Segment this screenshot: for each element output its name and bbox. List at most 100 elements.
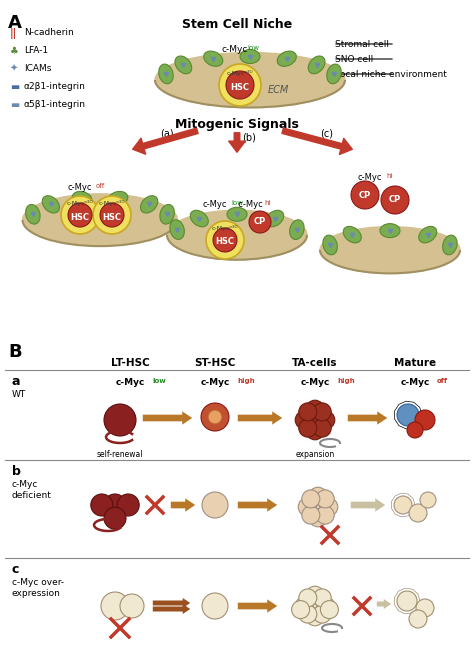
Circle shape xyxy=(381,186,409,214)
Circle shape xyxy=(316,490,334,508)
Text: (c): (c) xyxy=(320,128,333,138)
Text: hi: hi xyxy=(386,173,392,179)
Ellipse shape xyxy=(343,226,361,243)
Circle shape xyxy=(313,589,331,607)
Circle shape xyxy=(309,487,327,505)
Circle shape xyxy=(208,410,222,424)
Circle shape xyxy=(299,403,317,421)
Circle shape xyxy=(302,506,320,524)
Ellipse shape xyxy=(327,64,341,84)
Text: (b): (b) xyxy=(242,133,256,143)
Ellipse shape xyxy=(160,205,174,224)
Text: off: off xyxy=(96,183,105,189)
Circle shape xyxy=(306,608,324,626)
Circle shape xyxy=(292,601,310,619)
Ellipse shape xyxy=(277,51,296,66)
Circle shape xyxy=(299,605,317,623)
Text: off: off xyxy=(437,378,448,384)
Circle shape xyxy=(306,421,324,440)
Text: Stem Cell Niche: Stem Cell Niche xyxy=(182,18,292,31)
Circle shape xyxy=(104,507,126,529)
Text: c-Myc over-
expression: c-Myc over- expression xyxy=(12,578,64,598)
Text: ECM: ECM xyxy=(267,85,289,95)
Ellipse shape xyxy=(323,235,337,255)
Text: high: high xyxy=(337,378,355,384)
Text: c-Myc: c-Myc xyxy=(358,173,382,182)
Circle shape xyxy=(100,203,124,227)
Circle shape xyxy=(320,498,338,516)
Text: TA-cells: TA-cells xyxy=(292,358,338,368)
Text: CP: CP xyxy=(389,195,401,205)
Text: CP: CP xyxy=(359,191,371,199)
Text: (a): (a) xyxy=(160,128,173,138)
Circle shape xyxy=(394,496,412,514)
Text: ▬: ▬ xyxy=(10,100,19,110)
Circle shape xyxy=(306,400,324,418)
Text: α5β1-integrin: α5β1-integrin xyxy=(24,100,86,109)
Text: low: low xyxy=(247,45,259,51)
Text: ✦: ✦ xyxy=(10,64,18,74)
Circle shape xyxy=(309,498,327,516)
Text: SNO cell: SNO cell xyxy=(335,55,373,64)
Ellipse shape xyxy=(140,196,158,213)
Circle shape xyxy=(101,592,129,620)
Circle shape xyxy=(104,494,126,516)
Circle shape xyxy=(313,403,331,421)
Text: CP: CP xyxy=(254,217,266,227)
Circle shape xyxy=(416,599,434,617)
Circle shape xyxy=(120,594,144,618)
Circle shape xyxy=(320,601,338,619)
Ellipse shape xyxy=(155,52,345,108)
Circle shape xyxy=(415,410,435,430)
Circle shape xyxy=(306,586,324,604)
Circle shape xyxy=(202,492,228,518)
Ellipse shape xyxy=(240,50,260,64)
Text: LT-HSC: LT-HSC xyxy=(110,358,149,368)
Text: HSC: HSC xyxy=(102,213,121,221)
Text: ▬: ▬ xyxy=(10,82,19,92)
Text: c-Mycᵒᴲᴼ: c-Mycᵒᴲᴼ xyxy=(212,225,238,231)
Text: a: a xyxy=(12,375,20,388)
Circle shape xyxy=(309,509,327,527)
Circle shape xyxy=(299,589,317,607)
Circle shape xyxy=(409,504,427,522)
Text: c-Mycᵒᴲᴼ: c-Mycᵒᴲᴼ xyxy=(227,70,253,76)
Circle shape xyxy=(117,494,139,516)
Text: Mitogenic Signals: Mitogenic Signals xyxy=(175,118,299,131)
Text: ICAMs: ICAMs xyxy=(24,64,51,73)
Text: c-Myc: c-Myc xyxy=(203,200,227,209)
Text: c-Myc
deficient: c-Myc deficient xyxy=(12,480,52,500)
Circle shape xyxy=(295,597,313,615)
Text: WT: WT xyxy=(12,390,26,399)
Text: c-Mycᵒᴲᴼ: c-Mycᵒᴲᴼ xyxy=(99,200,125,206)
Text: HSC: HSC xyxy=(216,237,235,246)
Ellipse shape xyxy=(167,210,307,260)
Text: expansion: expansion xyxy=(295,450,335,459)
Circle shape xyxy=(407,422,423,438)
Text: c-Mycᵒᴲᴼ: c-Mycᵒᴲᴼ xyxy=(67,200,93,206)
Text: b: b xyxy=(12,465,21,478)
Text: Stromal cell: Stromal cell xyxy=(335,40,389,49)
Ellipse shape xyxy=(159,64,173,84)
Circle shape xyxy=(202,593,228,619)
Circle shape xyxy=(313,605,331,623)
Text: ||: || xyxy=(10,28,17,39)
Circle shape xyxy=(306,411,324,429)
Circle shape xyxy=(68,203,92,227)
FancyArrowPatch shape xyxy=(228,132,246,153)
Circle shape xyxy=(213,228,237,252)
Text: Mature: Mature xyxy=(394,358,436,368)
Ellipse shape xyxy=(22,194,177,246)
Text: HSC: HSC xyxy=(71,213,90,221)
Text: self-renewal: self-renewal xyxy=(97,450,143,459)
Ellipse shape xyxy=(419,226,437,243)
Circle shape xyxy=(317,597,335,615)
Text: α2β1-integrin: α2β1-integrin xyxy=(24,82,86,91)
Text: c-Myc: c-Myc xyxy=(201,378,230,387)
Text: ♣: ♣ xyxy=(10,46,19,56)
Circle shape xyxy=(249,211,271,233)
Text: c-Myc: c-Myc xyxy=(233,200,263,209)
Circle shape xyxy=(302,490,320,508)
Circle shape xyxy=(93,196,131,234)
Text: hi: hi xyxy=(264,200,271,206)
